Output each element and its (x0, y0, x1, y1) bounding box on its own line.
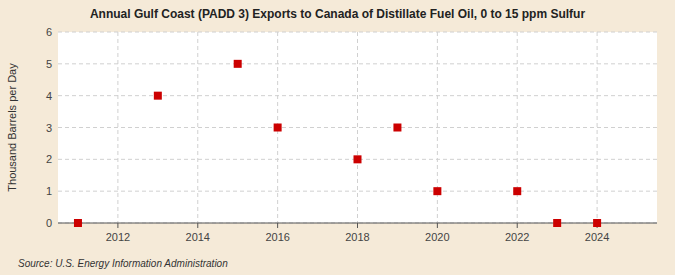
x-tick-label: 2018 (345, 231, 369, 243)
x-tick (517, 223, 518, 228)
y-tick-label: 0 (46, 217, 52, 229)
x-tick-label: 2024 (585, 231, 609, 243)
x-tick-label: 2012 (106, 231, 130, 243)
points (74, 60, 601, 227)
y-tick-label: 6 (46, 26, 52, 38)
x-tick-label: 2016 (265, 231, 289, 243)
x-tick (437, 223, 438, 228)
point (154, 92, 162, 100)
y-grid-line (58, 127, 657, 128)
axes: 0 1 2 3 4 5 6 2012 2014 2016 2018 2020 2022 2024 (46, 26, 657, 243)
x-tick (357, 223, 358, 228)
x-grid-line (117, 32, 118, 223)
y-grid-line (58, 191, 657, 192)
x-tick (277, 223, 278, 228)
point (553, 219, 561, 227)
chart: 0 1 2 3 4 5 6 2012 2014 2016 2018 2020 2022 2024 Annua… (0, 0, 675, 275)
point (393, 124, 401, 132)
grid (58, 32, 657, 223)
point (354, 155, 362, 163)
y-tick-label: 2 (46, 153, 52, 165)
x-tick (117, 223, 118, 228)
source-note: Source: U.S. Energy Information Administ… (18, 258, 228, 269)
point (593, 219, 601, 227)
x-grid-line (357, 32, 358, 223)
y-grid-line (58, 223, 657, 224)
x-tick-label: 2014 (186, 231, 210, 243)
y-tick-label: 5 (46, 58, 52, 70)
x-grid-line (597, 32, 598, 223)
x-grid-line (197, 32, 198, 223)
point (274, 124, 282, 132)
y-tick-label: 3 (46, 122, 52, 134)
x-tick-label: 2022 (505, 231, 529, 243)
x-tick-label: 2020 (425, 231, 449, 243)
title: Annual Gulf Coast (PADD 3) Exports to Ca… (90, 7, 585, 21)
x-tick (197, 223, 198, 228)
point (433, 187, 441, 195)
point (234, 60, 242, 68)
y-axis-label: Thousand Barrels per Day (6, 63, 18, 192)
x-axis-line (58, 223, 657, 224)
point (74, 219, 82, 227)
y-tick-label: 1 (46, 185, 52, 197)
y-tick-label: 4 (46, 90, 52, 102)
point (513, 187, 521, 195)
plot-area (58, 32, 657, 223)
